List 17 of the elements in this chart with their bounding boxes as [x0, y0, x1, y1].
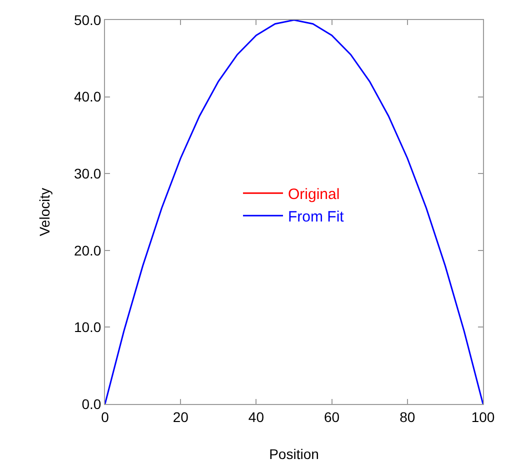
x-tick-label: 60 — [324, 408, 340, 425]
y-tick-label: 50.0 — [74, 12, 102, 28]
y-tick-label: 40.0 — [74, 88, 102, 105]
x-tick-label: 40 — [248, 408, 264, 425]
y-tick-label: 20.0 — [74, 242, 102, 258]
line-series — [105, 20, 483, 404]
x-axis-title: Position — [269, 446, 319, 462]
x-tick-label: 0 — [101, 408, 110, 425]
x-tick-label: 20 — [172, 408, 189, 425]
legend-label: Original — [288, 186, 340, 203]
y-tick-label: 30.0 — [74, 166, 102, 182]
legend-label: From Fit — [288, 208, 345, 226]
y-tick-label: 0.0 — [82, 396, 102, 412]
y-axis-title: Velocity — [36, 188, 53, 236]
x-tick-label: 100 — [471, 408, 495, 425]
y-tick-label: 10.0 — [74, 319, 102, 336]
x-tick-label: 80 — [400, 408, 416, 425]
